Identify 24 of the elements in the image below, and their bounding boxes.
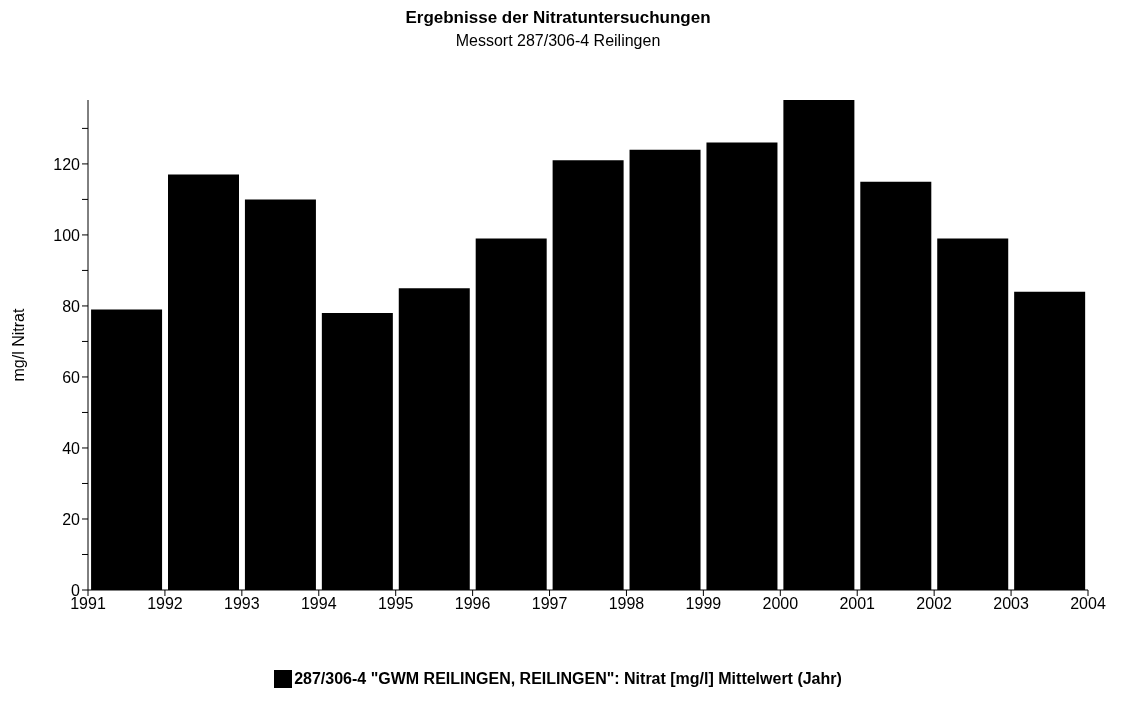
x-tick-label: 2003 xyxy=(993,595,1029,613)
x-tick-label: 1997 xyxy=(531,595,568,613)
x-tick-label: 2001 xyxy=(839,595,876,613)
y-tick-label: 120 xyxy=(53,155,81,173)
legend-label: 287/306-4 "GWM REILINGEN, REILINGEN": Nitrat [mg/l] Mittelwert (Jahr) xyxy=(294,670,842,688)
y-axis-title: mg/l Nitrat xyxy=(9,308,27,382)
chart-title: Ergebnisse der Nitratuntersuchungen xyxy=(404,8,712,28)
x-tick-label: 1996 xyxy=(454,595,491,613)
y-tick-label: 80 xyxy=(62,297,81,315)
x-tick-label: 1993 xyxy=(224,595,260,613)
x-tick-label: 1999 xyxy=(685,595,722,613)
y-tick-label: 60 xyxy=(62,368,81,386)
x-tick-label: 2002 xyxy=(916,595,953,613)
chart-subtitle: Messort 287/306-4 Reilingen xyxy=(454,32,662,50)
y-tick-label: 100 xyxy=(53,226,81,244)
x-tick-label: 1992 xyxy=(147,595,183,613)
x-tick-label: 1991 xyxy=(70,595,106,613)
x-tick-label: 2000 xyxy=(762,595,799,613)
y-tick-label: 40 xyxy=(62,439,81,457)
x-tick-label: 1995 xyxy=(377,595,414,613)
y-tick-label: 20 xyxy=(62,510,81,528)
x-tick-label: 1998 xyxy=(608,595,645,613)
x-tick-label: 2004 xyxy=(1070,595,1106,613)
x-tick-label: 1994 xyxy=(300,595,337,613)
